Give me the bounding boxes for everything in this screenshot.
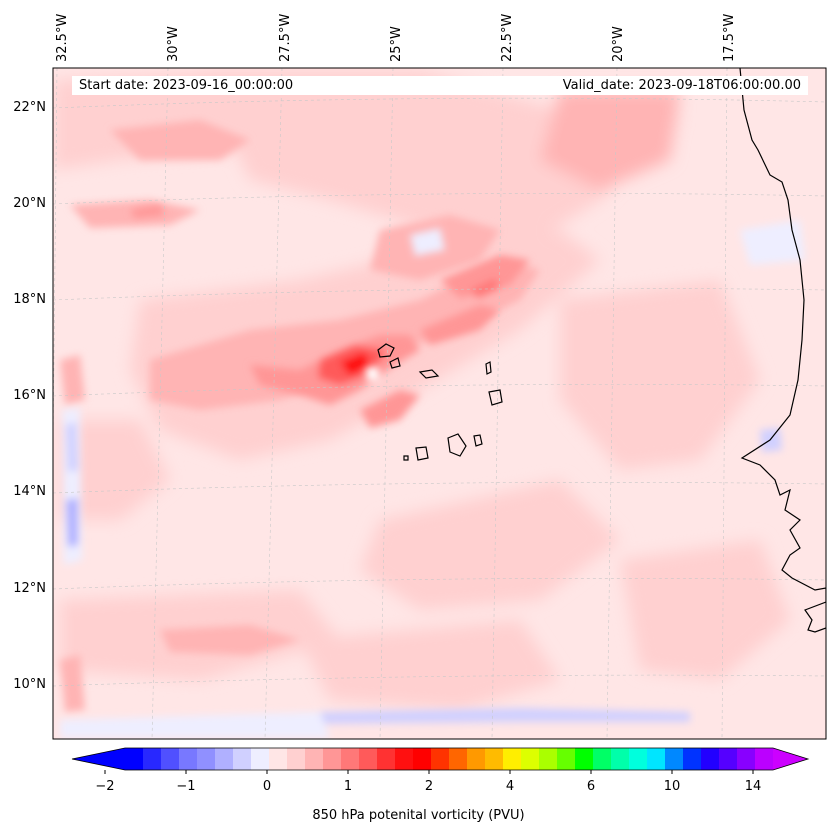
lat-labels: 22°N 20°N 18°N 16°N 14°N 12°N 10°N	[13, 100, 46, 692]
colorbar-cell	[287, 748, 306, 770]
lat-label: 22°N	[13, 100, 46, 115]
colorbar-cell	[629, 748, 648, 770]
colorbar-cell	[341, 748, 360, 770]
colorbar-cell	[755, 748, 774, 770]
colorbar-tick-labels: −2 −1 0 1 2 4 6 10 14	[95, 779, 761, 794]
colorbar-cell	[449, 748, 468, 770]
colorbar-ticks	[104, 770, 754, 774]
colorbar-cell	[521, 748, 540, 770]
colorbar-cell	[503, 748, 522, 770]
valid-date-label: Valid_date: 2023-09-18T06:00:00.00	[532, 76, 808, 95]
lon-label: 17.5°W	[722, 14, 737, 62]
colorbar-cell	[737, 748, 756, 770]
gridlines	[53, 68, 826, 739]
colorbar-cell	[665, 748, 684, 770]
colorbar-cell	[413, 748, 432, 770]
lat-label: 20°N	[13, 196, 46, 211]
colorbar-title: 850 hPa potenital vorticity (PVU)	[312, 808, 525, 823]
lon-label: 20°W	[611, 26, 626, 62]
colorbar-tick-label: 4	[506, 779, 514, 794]
colorbar-cell	[305, 748, 324, 770]
colorbar-tick-label: −2	[95, 779, 114, 794]
colorbar-cell	[377, 748, 396, 770]
lat-label: 12°N	[13, 581, 46, 596]
colorbar-cell	[143, 748, 162, 770]
map-panel	[53, 68, 826, 739]
colorbar-cell	[683, 748, 702, 770]
lat-label: 14°N	[13, 484, 46, 499]
colorbar-cell	[251, 748, 270, 770]
colorbar-tick-label: 14	[745, 779, 762, 794]
colorbar-cells	[125, 748, 774, 770]
colorbar-cell	[395, 748, 414, 770]
colorbar-cell	[323, 748, 342, 770]
map-frame	[52, 67, 827, 740]
colorbar-cell	[611, 748, 630, 770]
colorbar-cell	[359, 748, 378, 770]
colorbar-tick-label: 1	[344, 779, 352, 794]
colorbar-tick-label: 2	[425, 779, 433, 794]
colorbar-cell	[197, 748, 216, 770]
colorbar-cell	[701, 748, 720, 770]
start-date-label: Start date: 2023-09-16_00:00:00	[72, 76, 532, 95]
lon-label: 27.5°W	[278, 14, 293, 62]
colorbar-cell	[233, 748, 252, 770]
colorbar-outline	[71, 747, 810, 771]
lat-label: 10°N	[13, 677, 46, 692]
colorbar-cell	[431, 748, 450, 770]
lon-label: 22.5°W	[500, 14, 515, 62]
colorbar-under-arrow	[72, 748, 125, 770]
pv-contours-strong	[130, 205, 530, 428]
colorbar-cell	[179, 748, 198, 770]
lat-label: 18°N	[13, 292, 46, 307]
colorbar-tick-label: 0	[263, 779, 271, 794]
colorbar-cell	[539, 748, 558, 770]
colorbar-cell	[719, 748, 738, 770]
colorbar-cell	[125, 748, 144, 770]
colorbar-cell	[161, 748, 180, 770]
colorbar-cell	[485, 748, 504, 770]
colorbar-cell	[215, 748, 234, 770]
lon-label: 30°W	[166, 26, 181, 62]
colorbar-cell	[557, 748, 576, 770]
colorbar-over-arrow	[773, 748, 808, 770]
colorbar-tick-label: 6	[587, 779, 595, 794]
colorbar-tick-label: 10	[664, 779, 681, 794]
colorbar: −2 −1 0 1 2 4 6 10 14	[71, 747, 810, 794]
cape-verde-islands	[377, 343, 503, 461]
lon-label: 32.5°W	[55, 14, 70, 62]
colorbar-tick-label: −1	[176, 779, 195, 794]
colorbar-cell	[269, 748, 288, 770]
lat-label: 16°N	[13, 388, 46, 403]
lon-labels: 32.5°W 30°W 27.5°W 25°W 22.5°W 20°W 17.5…	[55, 14, 737, 62]
colorbar-cell	[575, 748, 594, 770]
lon-label: 25°W	[389, 26, 404, 62]
colorbar-cell	[647, 748, 666, 770]
colorbar-cell	[467, 748, 486, 770]
colorbar-cell	[593, 748, 612, 770]
coastline-africa	[739, 68, 826, 633]
pv-contours-negative	[60, 220, 805, 738]
